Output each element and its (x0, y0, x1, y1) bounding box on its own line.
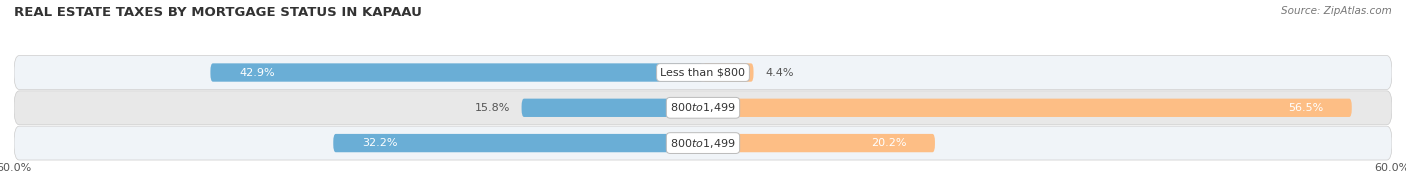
FancyBboxPatch shape (522, 99, 703, 117)
FancyBboxPatch shape (14, 56, 1392, 89)
FancyBboxPatch shape (703, 63, 754, 82)
FancyBboxPatch shape (211, 63, 703, 82)
FancyBboxPatch shape (333, 134, 703, 152)
FancyBboxPatch shape (14, 126, 1392, 160)
Text: 15.8%: 15.8% (475, 103, 510, 113)
Text: Less than $800: Less than $800 (661, 67, 745, 78)
Text: 20.2%: 20.2% (870, 138, 907, 148)
Text: $800 to $1,499: $800 to $1,499 (671, 137, 735, 150)
Text: 4.4%: 4.4% (765, 67, 793, 78)
Text: $800 to $1,499: $800 to $1,499 (671, 101, 735, 114)
Text: Source: ZipAtlas.com: Source: ZipAtlas.com (1281, 6, 1392, 16)
Text: 32.2%: 32.2% (361, 138, 398, 148)
Text: 42.9%: 42.9% (239, 67, 274, 78)
Text: 56.5%: 56.5% (1288, 103, 1323, 113)
FancyBboxPatch shape (703, 134, 935, 152)
FancyBboxPatch shape (703, 99, 1351, 117)
FancyBboxPatch shape (14, 91, 1392, 125)
Text: REAL ESTATE TAXES BY MORTGAGE STATUS IN KAPAAU: REAL ESTATE TAXES BY MORTGAGE STATUS IN … (14, 6, 422, 19)
